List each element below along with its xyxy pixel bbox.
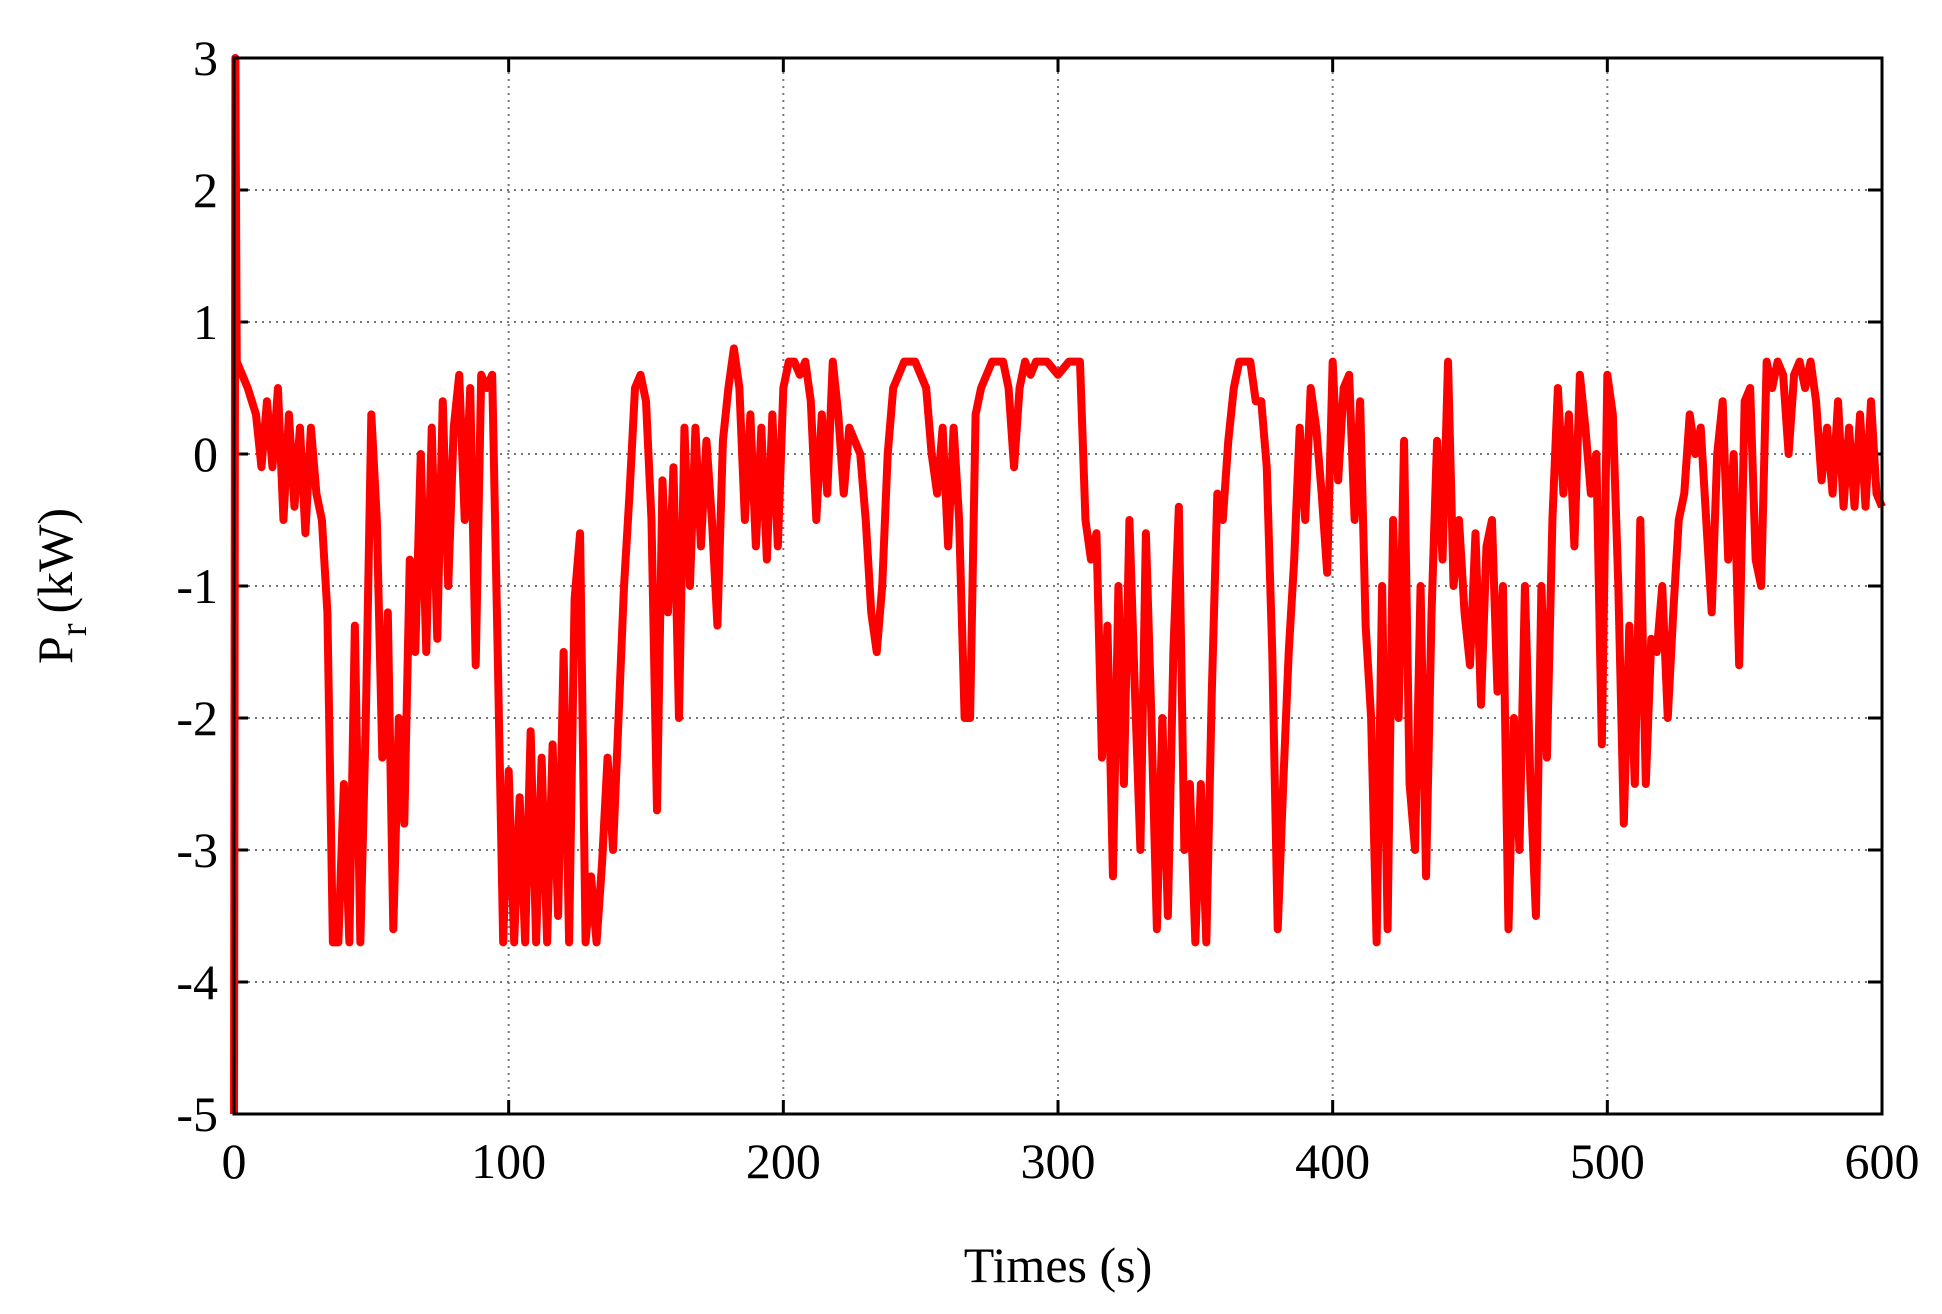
y-axis-label-subscript: r: [53, 623, 95, 636]
y-axis-label: Pr (kW): [27, 508, 95, 664]
y-tick-label: -5: [176, 1086, 218, 1142]
x-tick-label: 600: [1845, 1133, 1920, 1189]
y-tick-label: 1: [193, 294, 218, 350]
x-tick-label: 400: [1295, 1133, 1370, 1189]
y-axis-label-unit: (kW): [27, 508, 83, 614]
y-tick-label: 3: [193, 30, 218, 86]
x-tick-label: 100: [471, 1133, 546, 1189]
x-tick-label: 0: [222, 1133, 247, 1189]
x-tick-label: 300: [1021, 1133, 1096, 1189]
y-tick-label: -3: [176, 822, 218, 878]
y-tick-label: 2: [193, 162, 218, 218]
y-tick-label: -2: [176, 690, 218, 746]
y-tick-label: -4: [176, 954, 218, 1010]
x-axis-label: Times (s): [964, 1237, 1152, 1293]
y-tick-label: 0: [193, 426, 218, 482]
data-line: [230, 54, 1886, 1115]
y-tick-label: -1: [176, 558, 218, 614]
y-axis-label-main: P: [27, 636, 83, 664]
x-tick-label: 200: [746, 1133, 821, 1189]
plot-frame: [232, 56, 1884, 1116]
x-tick-label: 500: [1570, 1133, 1645, 1189]
